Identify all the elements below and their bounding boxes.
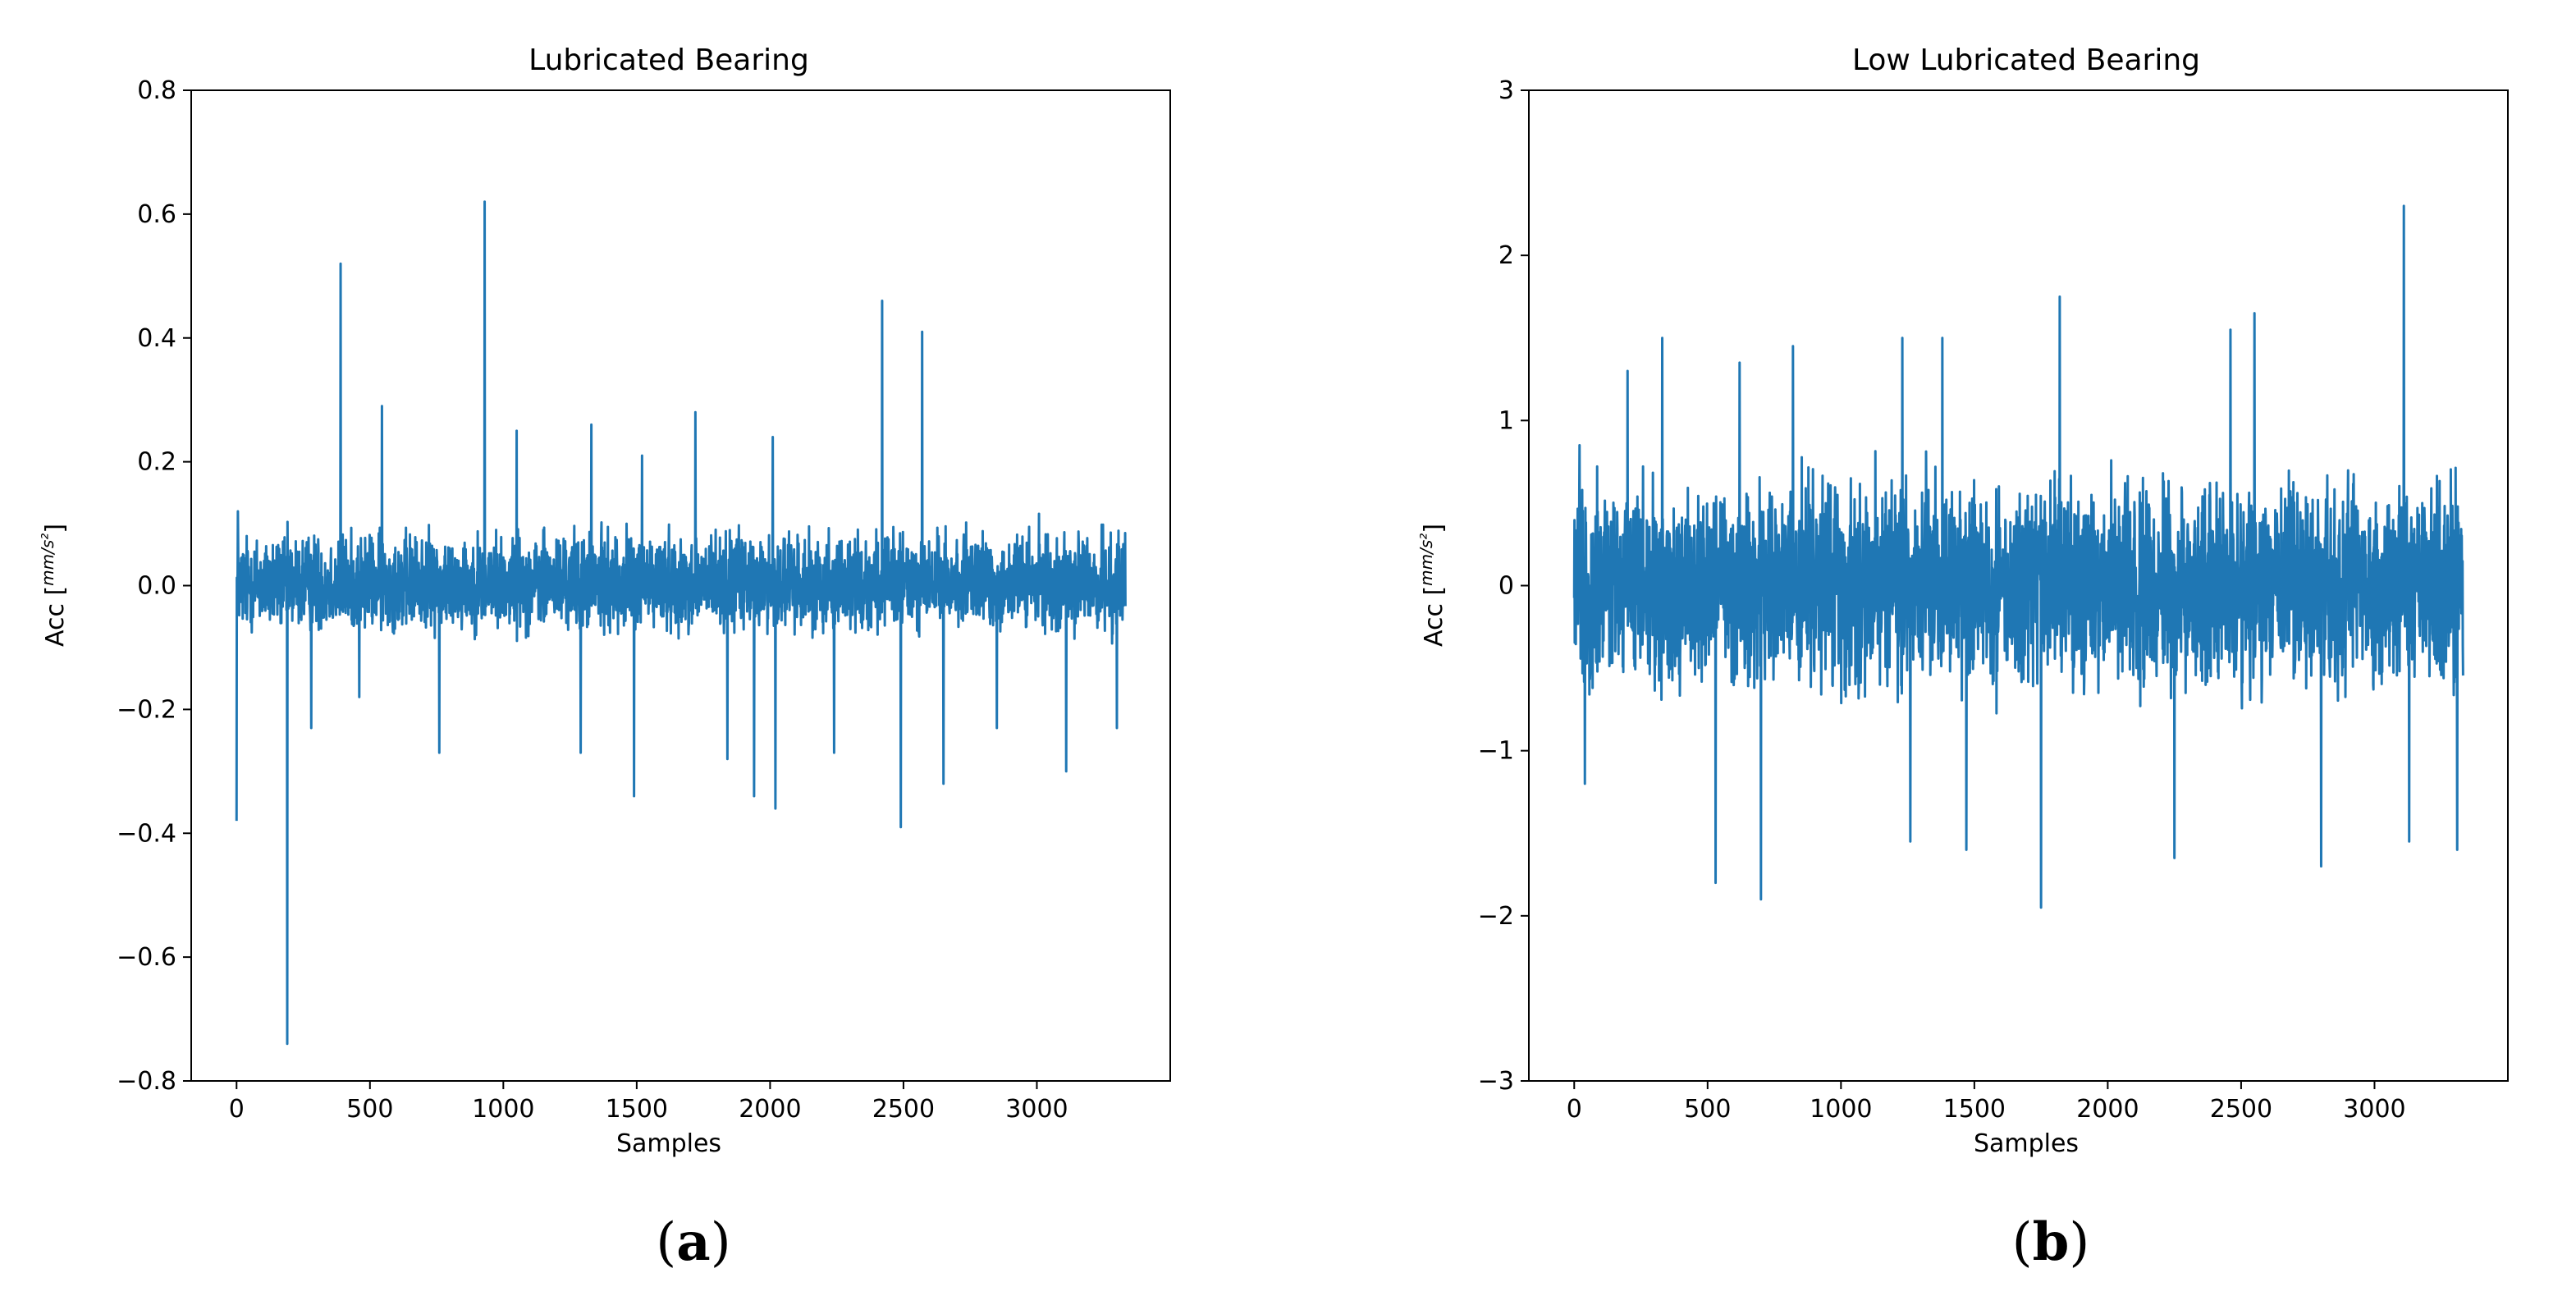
chart-low-lubricated-bearing: Low Lubricated Bearing 0 500 1000 1500 2000 2… [1416, 44, 2509, 1273]
x-tick-label: 3000 [1005, 1095, 1068, 1124]
y-tick-label: 0.2 [137, 448, 176, 477]
x-tick-label: 3000 [2343, 1095, 2405, 1124]
y-tick-label: 0.0 [137, 572, 176, 601]
y-ticks: −3 −2 −1 0 1 2 3 [1478, 76, 1529, 1096]
series-line [1572, 204, 2464, 909]
y-tick-label: 0.8 [137, 76, 176, 105]
chart-title: Lubricated Bearing [528, 44, 809, 77]
x-tick-label: 500 [346, 1095, 393, 1124]
x-tick-label: 0 [229, 1095, 245, 1124]
y-tick-label: −0.2 [117, 695, 176, 724]
x-axis-label: Samples [616, 1129, 721, 1158]
y-tick-label: −0.6 [117, 943, 176, 972]
x-ticks: 0 500 1000 1500 2000 2500 3000 [1567, 1081, 2406, 1124]
x-tick-label: 0 [1567, 1095, 1582, 1124]
y-tick-label: −1 [1478, 737, 1514, 766]
y-tick-label: 0 [1498, 572, 1514, 601]
plot-area [1572, 204, 2464, 909]
y-tick-label: −2 [1478, 902, 1514, 931]
y-tick-label: 0.6 [137, 200, 176, 229]
x-tick-label: 2000 [2076, 1095, 2139, 1124]
x-tick-label: 2000 [739, 1095, 801, 1124]
x-tick-label: 2500 [872, 1095, 935, 1124]
y-tick-label: 3 [1498, 76, 1514, 105]
x-tick-label: 1500 [606, 1095, 668, 1124]
series-line [235, 200, 1127, 1046]
x-axis-label: Samples [1974, 1129, 2079, 1158]
chart-lubricated-bearing: Lubricated Bearing 0 500 1000 1500 2000 2500 3… [38, 44, 1171, 1273]
y-tick-label: −0.8 [117, 1067, 176, 1096]
chart-title: Low Lubricated Bearing [1852, 44, 2200, 77]
y-axis-label: Acc [mm/s²] [38, 524, 70, 647]
x-ticks: 0 500 1000 1500 2000 2500 3000 [229, 1081, 1068, 1124]
caption-b: (b) [2012, 1211, 2090, 1273]
y-tick-label: 1 [1498, 406, 1514, 435]
y-tick-label: 2 [1498, 241, 1514, 270]
plot-area [235, 200, 1127, 1046]
svg-text:Acc [mm/s²]: Acc [mm/s²] [38, 524, 70, 647]
y-tick-label: −0.4 [117, 819, 176, 848]
x-tick-label: 500 [1684, 1095, 1731, 1124]
svg-text:Acc [mm/s²]: Acc [mm/s²] [1416, 524, 1448, 647]
caption-a: (a) [656, 1211, 730, 1273]
y-tick-label: 0.4 [137, 324, 176, 353]
x-tick-label: 1000 [1810, 1095, 1872, 1124]
y-axis-label: Acc [mm/s²] [1416, 524, 1448, 647]
x-tick-label: 1500 [1943, 1095, 2006, 1124]
y-tick-label: −3 [1478, 1067, 1514, 1096]
y-ticks: −0.8 −0.6 −0.4 −0.2 0.0 0.2 0.4 0.6 0.8 [117, 76, 191, 1096]
x-tick-label: 2500 [2210, 1095, 2272, 1124]
x-tick-label: 1000 [472, 1095, 534, 1124]
